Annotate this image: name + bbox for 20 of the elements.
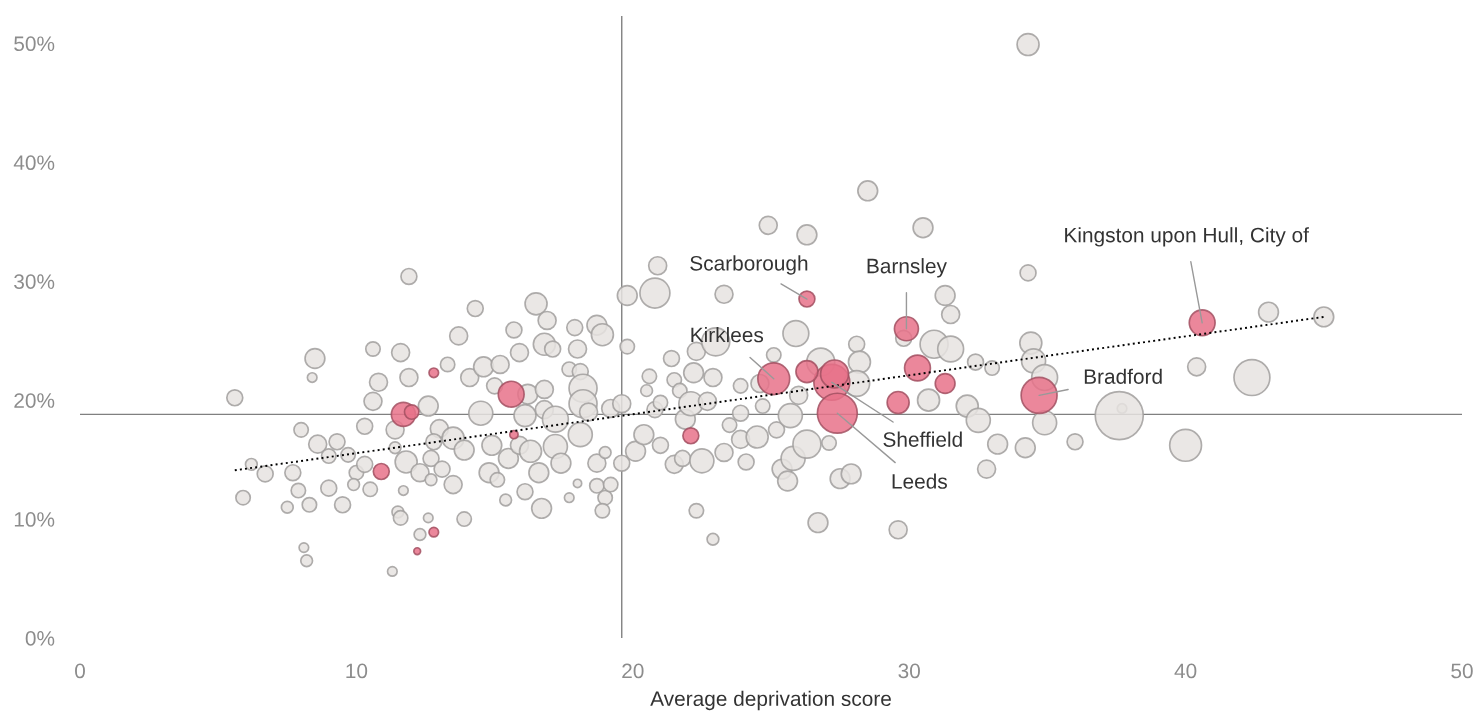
x-axis-title: Average deprivation score — [650, 690, 891, 711]
x-tick-label: 0 — [75, 663, 85, 679]
y-tick-label: 0% — [25, 631, 55, 646]
y-tick-label: 30% — [14, 274, 55, 289]
annotation: Barnsley — [867, 258, 947, 278]
y-tick-label: 10% — [14, 512, 55, 527]
y-tick-label: 40% — [13, 155, 55, 171]
annotation: Kingston upon Hull, City of — [1065, 227, 1309, 247]
annotation: Sheffield — [883, 431, 962, 447]
x-tick-label: 50 — [1451, 663, 1473, 679]
x-tick-label: 40 — [1174, 663, 1197, 679]
annotation: Bradford — [1084, 368, 1162, 384]
x-tick-label: 10 — [346, 663, 368, 679]
y-tick-label: 20% — [14, 393, 55, 408]
y-tick-label: 50% — [14, 36, 55, 52]
annotation: Kirklees — [691, 327, 764, 343]
annotation: Scarborough — [690, 255, 808, 275]
x-tick-label: 20 — [622, 663, 644, 679]
x-tick-label: 30 — [898, 663, 920, 679]
annotation: Leeds — [892, 473, 947, 489]
